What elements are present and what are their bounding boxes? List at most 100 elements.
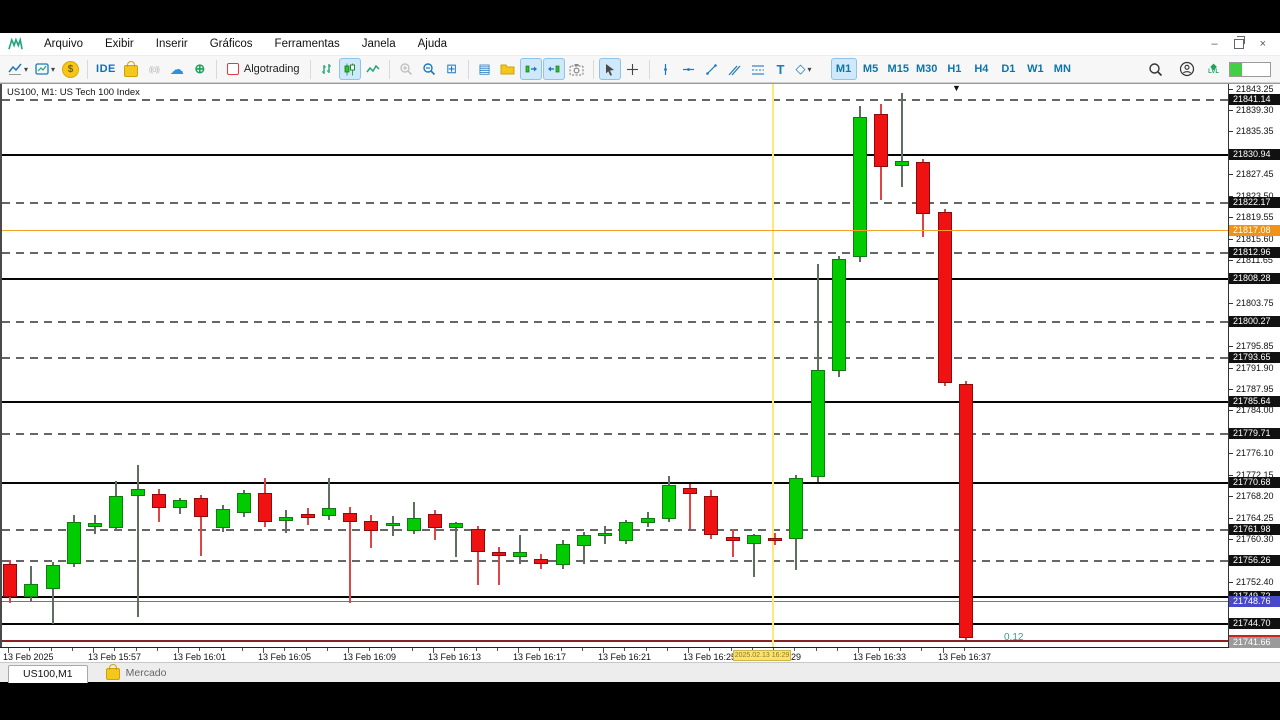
community-icon: ⊕: [194, 61, 206, 76]
price-badge: 21830.94: [1229, 149, 1280, 161]
menu-janela[interactable]: Janela: [361, 38, 396, 50]
algotrading-button[interactable]: Algotrading: [222, 58, 305, 80]
plot-area[interactable]: US100, M1: US Tech 100 Index ▼ 0.12: [0, 84, 1228, 647]
account-button[interactable]: [1176, 58, 1198, 80]
candle: [131, 488, 145, 496]
price-level-line[interactable]: [2, 481, 1228, 484]
price-level-line[interactable]: [2, 277, 1228, 280]
price-level-line[interactable]: [2, 622, 1228, 625]
menu-inserir[interactable]: Inserir: [155, 38, 188, 50]
cursor-tool-button[interactable]: [598, 58, 621, 80]
time-tick-label: 13 Feb 16:09: [343, 652, 397, 662]
zoom-in-button[interactable]: [395, 58, 417, 80]
toolbar-separator: [388, 59, 390, 79]
candle-wick: [285, 509, 287, 533]
text-tool-button[interactable]: T: [776, 61, 785, 77]
screenshot-button[interactable]: [566, 58, 588, 80]
chart-wizard-button[interactable]: ▾: [5, 58, 31, 80]
market-tab[interactable]: Mercado: [105, 663, 166, 680]
price-level-line[interactable]: [2, 600, 1228, 602]
price-level-line[interactable]: [2, 99, 1228, 102]
deposit-button[interactable]: $: [59, 58, 82, 80]
timeframe-m15[interactable]: M15: [887, 63, 909, 75]
channel-tool-button[interactable]: [724, 58, 746, 80]
price-level-line[interactable]: [2, 154, 1228, 157]
open-data-folder-button[interactable]: [497, 58, 519, 80]
menu-graficos[interactable]: Gráficos: [209, 38, 253, 50]
new-chart-button[interactable]: ▾: [32, 58, 58, 80]
timeframe-mn[interactable]: MN: [1053, 63, 1071, 75]
timeframe-m30[interactable]: M30: [915, 63, 938, 75]
lvl-icon[interactable]: ◆ LVL: [1208, 62, 1219, 76]
menu-ferramentas[interactable]: Ferramentas: [274, 38, 340, 50]
price-level-line[interactable]: [2, 595, 1228, 598]
price-level-line[interactable]: [2, 639, 1228, 642]
price-axis[interactable]: 21841.14 21830.94 21822.17 21817.08 21812.96…: [1228, 84, 1280, 648]
price-badge: 21779.71: [1229, 427, 1280, 439]
price-tick-label: 21811.65: [1236, 255, 1273, 266]
menu-exibir[interactable]: Exibir: [105, 38, 134, 50]
price-level-line[interactable]: [2, 252, 1228, 255]
horizontal-line-tool-button[interactable]: [678, 58, 700, 80]
timeframe-w1[interactable]: W1: [1027, 63, 1044, 75]
status-bar: US100,M1 Mercado: [0, 662, 1280, 683]
close-button[interactable]: ×: [1259, 38, 1266, 50]
metaeditor-ide-button[interactable]: IDE: [93, 58, 119, 80]
line-chart-mode-button[interactable]: [362, 58, 384, 80]
shift-end-button[interactable]: [519, 58, 542, 80]
candle: [364, 520, 378, 531]
price-level-line[interactable]: [2, 202, 1228, 205]
signals-button[interactable]: ((o)): [143, 58, 165, 80]
price-badge: 21756.26: [1229, 555, 1280, 567]
time-cursor-line[interactable]: [772, 84, 774, 647]
timeframe-m1[interactable]: M1: [830, 58, 857, 80]
auto-scroll-button[interactable]: [542, 58, 565, 80]
search-button[interactable]: [1144, 58, 1166, 80]
price-level-line[interactable]: [2, 432, 1228, 435]
candle: [789, 477, 803, 539]
price-tick-label: 21787.95: [1236, 384, 1274, 395]
zoom-out-button[interactable]: [418, 58, 440, 80]
cloud-button[interactable]: ☁: [166, 58, 188, 80]
candle-wick: [52, 561, 54, 624]
shapes-tool-button[interactable]: ◇ ▾: [793, 58, 815, 80]
bar-chart-mode-button[interactable]: [316, 58, 338, 80]
candle-chart-mode-button[interactable]: [338, 58, 361, 80]
menu-arquivo[interactable]: Arquivo: [44, 38, 83, 50]
restore-button[interactable]: [1233, 36, 1245, 49]
chart-tab-us100[interactable]: US100,M1: [8, 664, 88, 683]
minimize-button[interactable]: –: [1211, 38, 1218, 50]
candle-wick: [477, 525, 479, 586]
time-axis[interactable]: 13 Feb 2025 13 Feb 15:57 13 Feb 16:01 13 Fe…: [0, 647, 1280, 663]
timeframe-d1[interactable]: D1: [1001, 63, 1016, 75]
algotrading-label: Algotrading: [243, 63, 300, 75]
timeframe-h1[interactable]: H1: [947, 63, 962, 75]
candle-wick: [901, 92, 903, 187]
price-level-line[interactable]: [2, 357, 1228, 360]
price-tick-mark: [1229, 346, 1233, 348]
window-list-button[interactable]: ▤: [478, 61, 491, 76]
candle: [938, 211, 952, 383]
price-tick-label: 21839.30: [1236, 105, 1274, 116]
trendline-tool-button[interactable]: [701, 58, 723, 80]
volume-note: 0.12: [1004, 632, 1024, 643]
community-button[interactable]: ⊕: [189, 58, 211, 80]
ide-icon: IDE: [96, 63, 116, 75]
price-tick-mark: [1229, 195, 1233, 197]
time-tick-mark: [921, 648, 922, 651]
timeframe-h4[interactable]: H4: [974, 63, 989, 75]
candle: [916, 161, 930, 215]
price-level-line[interactable]: [2, 529, 1228, 532]
tile-windows-button[interactable]: ⊞: [446, 61, 457, 76]
fibonacci-tool-button[interactable]: [747, 58, 769, 80]
price-level-line[interactable]: [2, 400, 1228, 403]
market-button[interactable]: [120, 58, 142, 80]
price-badge: 21808.28: [1229, 272, 1280, 284]
menu-ajuda[interactable]: Ajuda: [417, 38, 448, 50]
timeframe-m5[interactable]: M5: [862, 63, 879, 75]
time-tick-mark: [794, 648, 795, 651]
price-level-line[interactable]: [2, 321, 1228, 324]
price-level-line[interactable]: [2, 560, 1228, 563]
crosshair-tool-button[interactable]: [622, 58, 644, 80]
vertical-line-tool-button[interactable]: [655, 58, 677, 80]
